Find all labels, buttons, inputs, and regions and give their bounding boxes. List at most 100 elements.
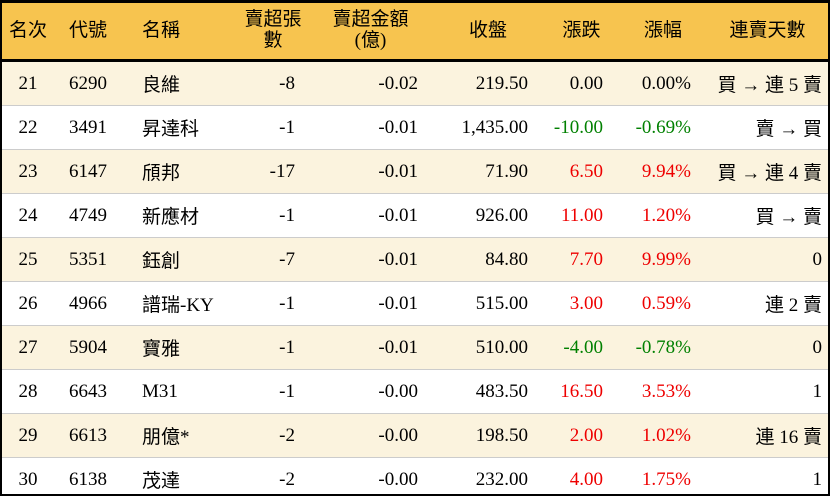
cell-amt: -0.01: [309, 237, 432, 282]
column-label: 漲跌: [562, 19, 601, 41]
column-header-code: 代號: [54, 3, 122, 62]
table-header: 名次 代號 名稱 賣超張數 賣超金額 (億) 收盤 漲跌 漲幅 連賣天數: [2, 3, 828, 62]
cell-close: 483.50: [432, 369, 544, 414]
cell-amt: -0.00: [309, 457, 432, 494]
cell-code: 6290: [69, 72, 107, 94]
table-row: 21 6290 良維 -8 -0.02 219.50 0.00 0.00% 買 → 連 5 賣: [2, 60, 828, 106]
cell-vol: -1: [237, 105, 309, 150]
cell-code: 5904: [54, 325, 122, 370]
cell-pct: 1.75%: [619, 457, 707, 494]
cell-rank: 25: [2, 237, 54, 282]
cell-code: 5351: [54, 237, 122, 282]
table-row: 29 6613 朋億* -2 -0.00 198.50 2.00 1.02% 連 16 賣: [2, 413, 828, 458]
cell-rank: 24: [2, 193, 54, 238]
cell-chg: 4.00: [544, 457, 619, 494]
cell-pct: 0.00%: [641, 72, 691, 94]
cell-amt: -0.00: [309, 369, 432, 414]
cell-close: 219.50: [475, 72, 528, 94]
table-row: 23 6147 頎邦 -17 -0.01 71.90 6.50 9.94% 買 → 連 4 賣: [2, 149, 828, 194]
cell-close: 84.80: [432, 237, 544, 282]
cell-name: 良維: [142, 75, 181, 96]
cell-close: 1,435.00: [432, 105, 544, 150]
cell-days: 1: [707, 369, 828, 414]
cell-chg: 6.50: [544, 149, 619, 194]
cell-code: 4749: [54, 193, 122, 238]
cell-code: 6147: [54, 149, 122, 194]
cell-name: 譜瑞-KY: [122, 281, 237, 326]
cell-days: 買 → 賣: [707, 193, 828, 238]
cell-rank: 21: [18, 72, 38, 94]
cell-close: 71.90: [432, 149, 544, 194]
cell-rank: 29: [2, 413, 54, 458]
cell-pct: 1.02%: [619, 413, 707, 458]
column-label: 代號: [68, 19, 107, 41]
cell-code: 3491: [54, 105, 122, 150]
cell-vol: -2: [237, 457, 309, 494]
cell-days: 連 16 賣: [707, 413, 828, 458]
cell-rank: 23: [2, 149, 54, 194]
cell-rank: 22: [2, 105, 54, 150]
cell-chg: -4.00: [544, 325, 619, 370]
cell-chg: -10.00: [544, 105, 619, 150]
cell-name: 頎邦: [122, 149, 237, 194]
cell-close: 926.00: [432, 193, 544, 238]
cell-vol: -17: [237, 149, 309, 194]
cell-pct: -0.69%: [619, 105, 707, 150]
cell-days: 連 2 賣: [707, 281, 828, 326]
cell-name: 鈺創: [122, 237, 237, 282]
column-label: 賣超張數: [244, 9, 302, 51]
cell-vol: -7: [237, 237, 309, 282]
column-sublabel: (億): [354, 30, 387, 51]
cell-days: 買 → 連 5 賣: [717, 75, 822, 96]
table-row: 24 4749 新應材 -1 -0.01 926.00 11.00 1.20% 買 → 賣: [2, 193, 828, 238]
column-header-pct: 漲幅: [619, 3, 707, 62]
cell-days: 賣 → 買: [707, 105, 828, 150]
cell-vol: -2: [237, 413, 309, 458]
cell-name: 朋億*: [122, 413, 237, 458]
cell-code: 6613: [54, 413, 122, 458]
cell-pct: 9.99%: [619, 237, 707, 282]
column-label: 連賣天數: [729, 19, 806, 41]
cell-rank: 27: [2, 325, 54, 370]
cell-chg: 2.00: [544, 413, 619, 458]
cell-pct: 9.94%: [619, 149, 707, 194]
cell-chg: 3.00: [544, 281, 619, 326]
table-row: 28 6643 M31 -1 -0.00 483.50 16.50 3.53% 1: [2, 369, 828, 414]
cell-code: 4966: [54, 281, 122, 326]
column-header-close: 收盤: [432, 3, 544, 62]
cell-name: 茂達: [122, 457, 237, 494]
cell-vol: -1: [237, 325, 309, 370]
column-header-amt: 賣超金額 (億): [309, 3, 432, 62]
cell-rank: 28: [2, 369, 54, 414]
cell-days: 1: [707, 457, 828, 494]
cell-amt: -0.02: [378, 72, 418, 94]
column-label: 名稱: [142, 19, 181, 41]
table-row: 27 5904 寶雅 -1 -0.01 510.00 -4.00 -0.78% 0: [2, 325, 828, 370]
cell-pct: 0.59%: [619, 281, 707, 326]
cell-vol: -1: [237, 193, 309, 238]
cell-days: 買 → 連 4 賣: [707, 149, 828, 194]
cell-close: 232.00: [432, 457, 544, 494]
cell-rank: 26: [2, 281, 54, 326]
table-row: 22 3491 昇達科 -1 -0.01 1,435.00 -10.00 -0.69% 賣 → …: [2, 105, 828, 150]
cell-amt: -0.00: [309, 413, 432, 458]
column-header-chg: 漲跌: [544, 3, 619, 62]
cell-chg: 7.70: [544, 237, 619, 282]
cell-code: 6643: [54, 369, 122, 414]
cell-chg: 11.00: [544, 193, 619, 238]
cell-chg: 0.00: [569, 72, 603, 94]
cell-amt: -0.01: [309, 281, 432, 326]
cell-code: 6138: [54, 457, 122, 494]
cell-vol: -1: [237, 369, 309, 414]
column-label: 名次: [8, 19, 47, 41]
column-header-rank: 名次: [2, 3, 54, 62]
cell-pct: 1.20%: [619, 193, 707, 238]
cell-rank: 30: [2, 457, 54, 494]
column-label: 賣超金額: [332, 9, 409, 31]
table-row: 30 6138 茂達 -2 -0.00 232.00 4.00 1.75% 1: [2, 457, 828, 494]
column-label: 漲幅: [643, 19, 682, 41]
cell-amt: -0.01: [309, 325, 432, 370]
cell-pct: -0.78%: [619, 325, 707, 370]
column-label: 收盤: [468, 19, 507, 41]
